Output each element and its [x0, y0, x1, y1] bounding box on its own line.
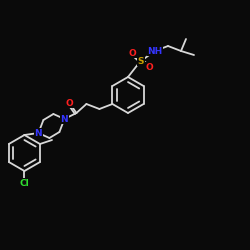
Text: N: N [34, 128, 42, 138]
Text: NH: NH [148, 46, 162, 56]
Text: O: O [128, 48, 136, 58]
Text: O: O [145, 62, 153, 72]
Text: Cl: Cl [20, 178, 29, 188]
Text: S: S [138, 56, 144, 66]
Text: O: O [66, 98, 73, 108]
Text: N: N [60, 114, 68, 124]
Text: N: N [60, 114, 68, 124]
